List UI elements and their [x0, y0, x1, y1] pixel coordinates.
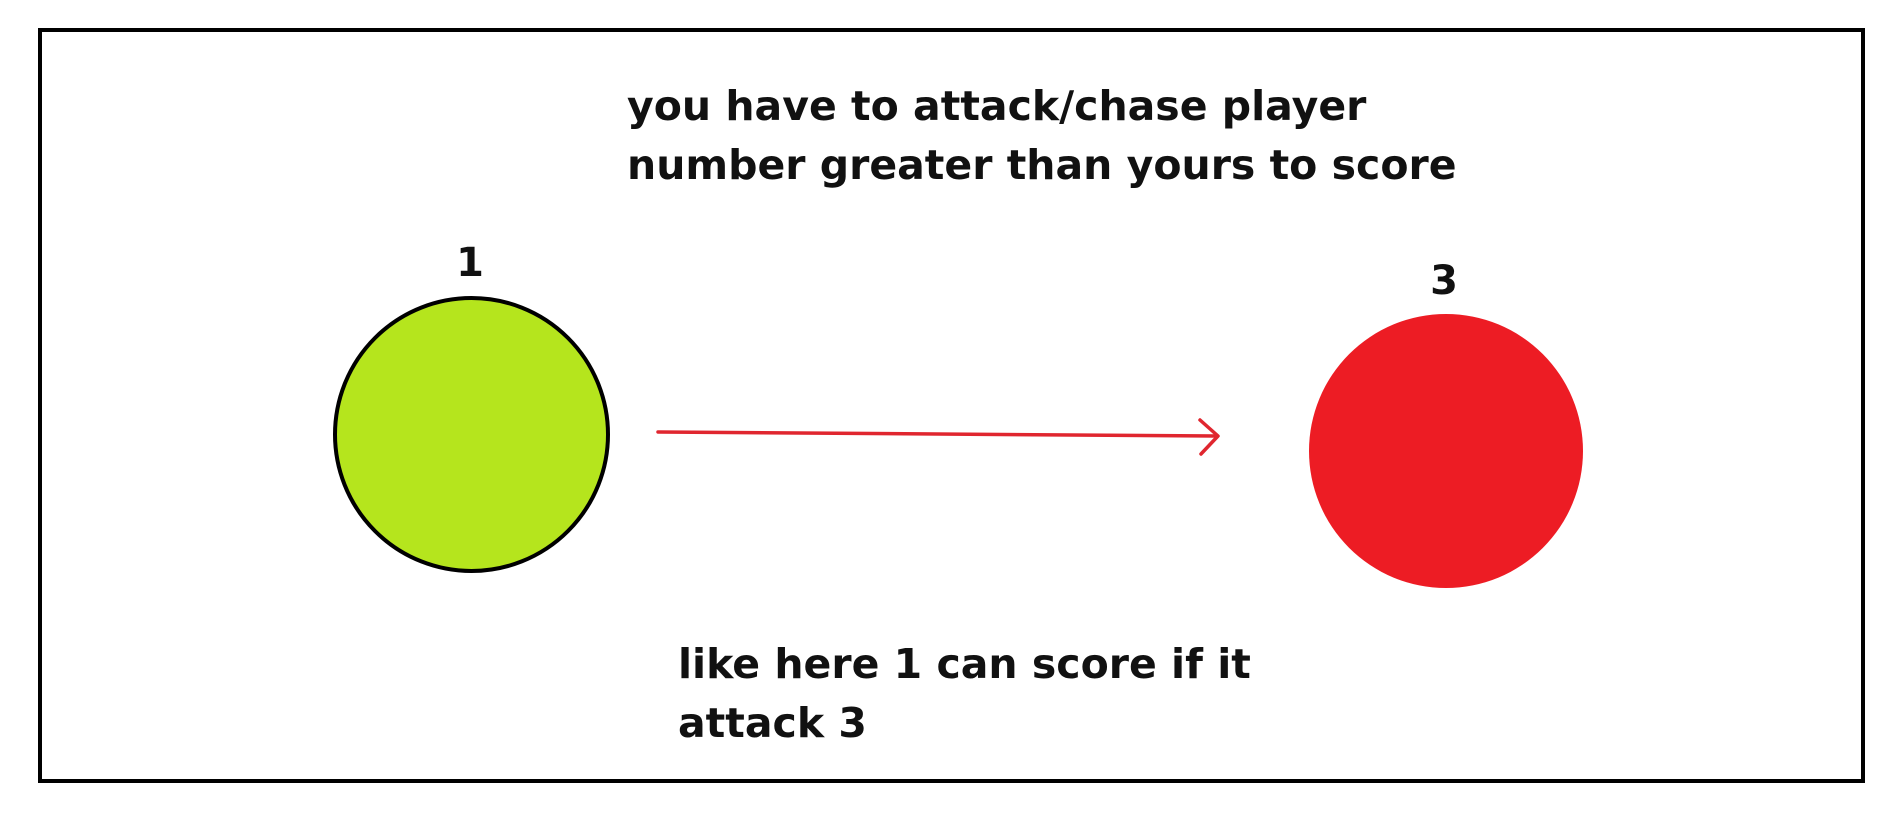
example-line-2: attack 3 — [678, 699, 867, 747]
instruction-caption: you have to attack/chase player number g… — [627, 77, 1457, 195]
attack-arrow — [656, 418, 1220, 456]
example-line-1: like here 1 can score if it — [678, 640, 1251, 688]
instruction-line-2: number greater than yours to score — [627, 141, 1457, 189]
attack-arrow-shaft — [656, 430, 1218, 438]
player-3-circle — [1309, 314, 1583, 588]
player-1-number: 1 — [456, 240, 484, 286]
example-caption: like here 1 can score if it attack 3 — [678, 635, 1251, 753]
diagram-frame — [38, 28, 1865, 783]
attack-arrow-head — [1198, 418, 1220, 456]
player-3-number: 3 — [1430, 258, 1458, 304]
player-1-circle — [333, 296, 610, 573]
instruction-line-1: you have to attack/chase player — [627, 82, 1367, 130]
